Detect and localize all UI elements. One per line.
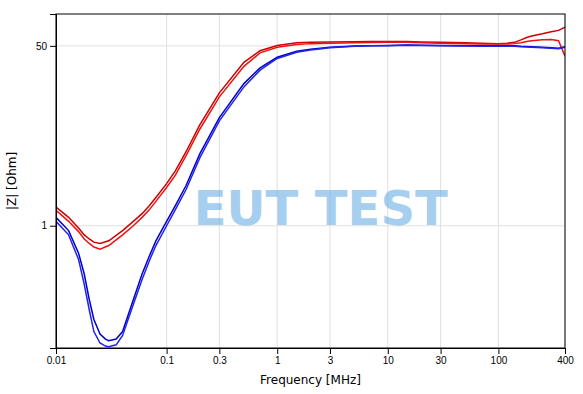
series-line	[56, 45, 565, 347]
x-tick-mark	[277, 348, 278, 354]
y-axis-title: |Z| [Ohm]	[5, 152, 19, 210]
x-axis-line	[57, 349, 566, 355]
x-tick: 100	[491, 348, 508, 366]
series-line	[56, 27, 565, 243]
x-tick-label: 0.01	[47, 355, 67, 366]
x-tick: 0.1	[160, 348, 174, 366]
lines	[56, 27, 565, 346]
watermark: EUT TEST	[194, 180, 448, 236]
x-tick-label: 30	[436, 355, 448, 366]
x-axis: 0.01 0.1 0.3 1 3 10 30 100 400	[47, 348, 575, 366]
x-tick-label: 0.1	[160, 355, 174, 366]
x-tick-mark	[388, 348, 389, 354]
x-tick-label: 1	[275, 355, 281, 366]
x-tick: 10	[383, 348, 395, 366]
x-tick: 3	[328, 348, 334, 366]
y-tick: 50	[36, 41, 56, 52]
y-tick-mark	[50, 226, 56, 227]
y-tick-label: 50	[36, 41, 48, 52]
x-tick-label: 400	[557, 355, 574, 366]
plot: 0.01 0.1 0.3 1 3 10 30 100 400 1 50 EUT TEST	[36, 14, 574, 366]
x-tick-label: 0.3	[213, 355, 227, 366]
x-tick: 30	[436, 348, 448, 366]
grid-line-x	[498, 14, 499, 348]
series-line	[56, 39, 565, 249]
chart: 0.01 0.1 0.3 1 3 10 30 100 400 1 50 EUT TEST Frequen…	[0, 0, 583, 394]
x-tick-mark	[167, 348, 168, 354]
grid	[56, 14, 565, 348]
y-axis-line	[50, 15, 57, 349]
x-tick: 1	[275, 348, 281, 366]
x-tick: 0.01	[47, 348, 67, 366]
y-axis: 1 50	[36, 15, 57, 349]
x-tick-mark	[498, 348, 499, 354]
grid-line-x	[166, 14, 167, 348]
x-tick-mark	[565, 348, 566, 354]
x-tick: 400	[557, 348, 574, 366]
series-line	[56, 45, 565, 341]
x-tick: 0.3	[213, 348, 227, 366]
plot-frame	[56, 14, 565, 348]
x-tick-label: 100	[491, 355, 508, 366]
x-tick-label: 3	[328, 355, 334, 366]
x-tick-label: 10	[383, 355, 395, 366]
x-tick-mark	[219, 348, 220, 354]
x-axis-title: Frequency [MHz]	[260, 373, 361, 387]
y-tick: 1	[41, 220, 56, 231]
y-tick-label: 1	[41, 220, 47, 231]
x-tick-mark	[330, 348, 331, 354]
y-tick-mark	[50, 46, 56, 47]
x-tick-mark	[441, 348, 442, 354]
